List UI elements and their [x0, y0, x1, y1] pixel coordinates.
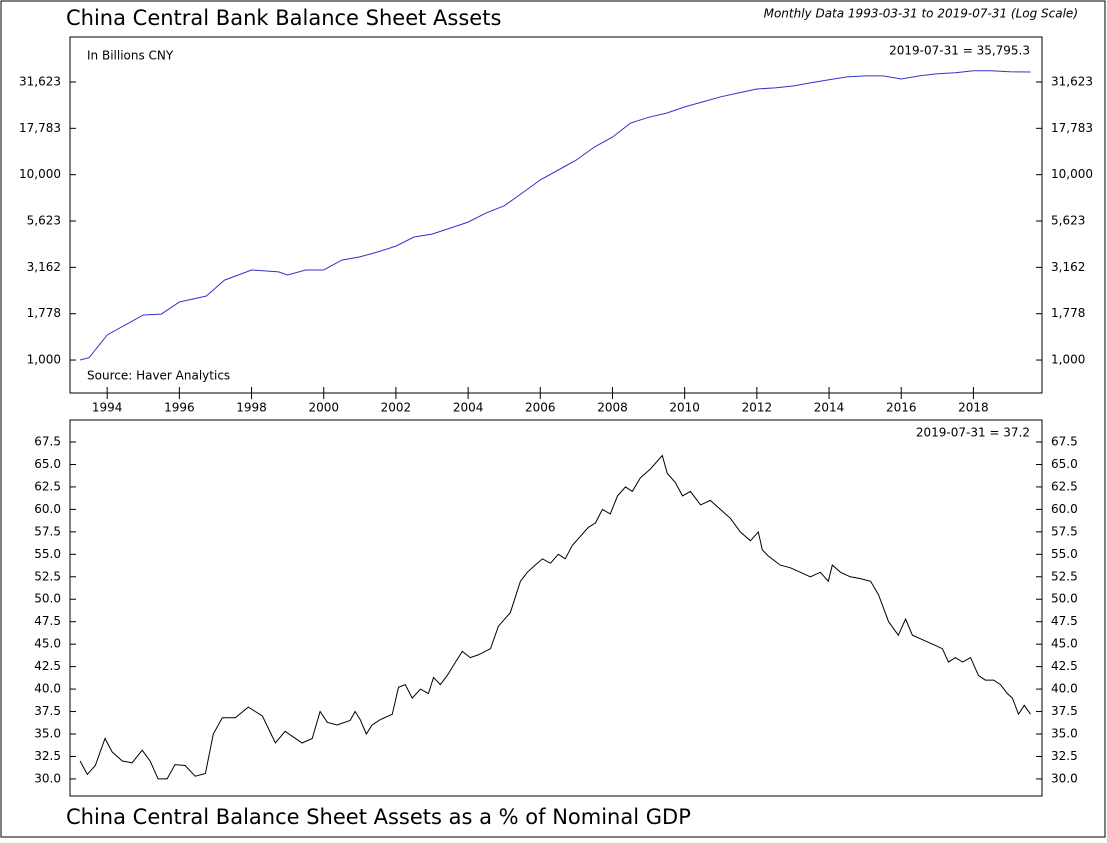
y-tick-label: 57.5	[1051, 524, 1078, 538]
y-tick-label: 1,778	[27, 306, 61, 320]
y-tick-label: 1,000	[1051, 353, 1085, 367]
y-tick-label: 67.5	[34, 435, 61, 449]
x-tick-label: 2010	[669, 401, 700, 415]
y-tick-label: 62.5	[1051, 479, 1078, 493]
y-tick-label: 37.5	[1051, 704, 1078, 718]
y-tick-label: 47.5	[1051, 614, 1078, 628]
x-tick-label: 2016	[886, 401, 917, 415]
y-tick-label: 10,000	[19, 167, 61, 181]
x-tick-label: 2000	[308, 401, 339, 415]
y-tick-label: 42.5	[1051, 659, 1078, 673]
y-tick-label: 60.0	[34, 502, 61, 516]
y-tick-label: 32.5	[34, 749, 61, 763]
x-tick-label: 2008	[597, 401, 628, 415]
y-tick-label: 31,623	[19, 74, 61, 88]
y-tick-label: 30.0	[34, 771, 61, 785]
x-tick-label: 2002	[381, 401, 412, 415]
y-tick-label: 50.0	[34, 592, 61, 606]
y-tick-label: 52.5	[34, 569, 61, 583]
y-tick-label: 1,000	[27, 353, 61, 367]
y-tick-label: 60.0	[1051, 502, 1078, 516]
x-tick-label: 2004	[453, 401, 484, 415]
x-tick-label: 1996	[164, 401, 195, 415]
chart-title: China Central Balance Sheet Assets as a …	[66, 805, 691, 829]
unit-label: In Billions CNY	[87, 49, 174, 63]
y-tick-label: 45.0	[34, 637, 61, 651]
series-line	[79, 70, 1031, 361]
y-tick-label: 1,778	[1051, 306, 1085, 320]
y-tick-label: 10,000	[1051, 167, 1093, 181]
x-tick-label: 1998	[236, 401, 267, 415]
y-tick-label: 57.5	[34, 524, 61, 538]
y-tick-label: 45.0	[1051, 637, 1078, 651]
y-tick-label: 17,783	[19, 121, 61, 135]
series-line	[79, 454, 1031, 780]
y-tick-label: 42.5	[34, 659, 61, 673]
y-tick-label: 37.5	[34, 704, 61, 718]
y-tick-label: 47.5	[34, 614, 61, 628]
x-tick-label: 2018	[958, 401, 989, 415]
source: Source: Haver Analytics	[87, 369, 230, 383]
y-tick-label: 55.0	[34, 547, 61, 561]
y-tick-label: 67.5	[1051, 435, 1078, 449]
x-tick-label: 2006	[525, 401, 556, 415]
panel-frame	[69, 36, 1043, 394]
panel-frame	[69, 419, 1043, 797]
x-tick-label: 2012	[742, 401, 773, 415]
x-tick-label: 2014	[814, 401, 845, 415]
y-tick-label: 35.0	[1051, 727, 1078, 741]
y-tick-label: 50.0	[1051, 592, 1078, 606]
y-tick-label: 65.0	[1051, 457, 1078, 471]
y-tick-label: 65.0	[34, 457, 61, 471]
chart-subtitle: Monthly Data 1993-03-31 to 2019-07-31 (L…	[764, 7, 1078, 21]
y-tick-label: 3,162	[1051, 260, 1085, 274]
last-value-label: 2019-07-31 = 35,795.3	[889, 44, 1030, 58]
y-tick-label: 31,623	[1051, 74, 1093, 88]
y-tick-label: 5,623	[27, 214, 61, 228]
y-tick-label: 52.5	[1051, 569, 1078, 583]
y-tick-label: 32.5	[1051, 749, 1078, 763]
last-value-label: 2019-07-31 = 37.2	[916, 426, 1030, 440]
y-tick-label: 30.0	[1051, 771, 1078, 785]
y-tick-label: 5,623	[1051, 214, 1085, 228]
y-tick-label: 3,162	[27, 260, 61, 274]
y-tick-label: 35.0	[34, 727, 61, 741]
x-tick-label: 1994	[92, 401, 123, 415]
y-tick-label: 62.5	[34, 479, 61, 493]
y-tick-label: 55.0	[1051, 547, 1078, 561]
y-tick-label: 17,783	[1051, 121, 1093, 135]
chart-title: China Central Bank Balance Sheet Assets	[66, 6, 501, 30]
y-tick-label: 40.0	[1051, 682, 1078, 696]
y-tick-label: 40.0	[34, 682, 61, 696]
